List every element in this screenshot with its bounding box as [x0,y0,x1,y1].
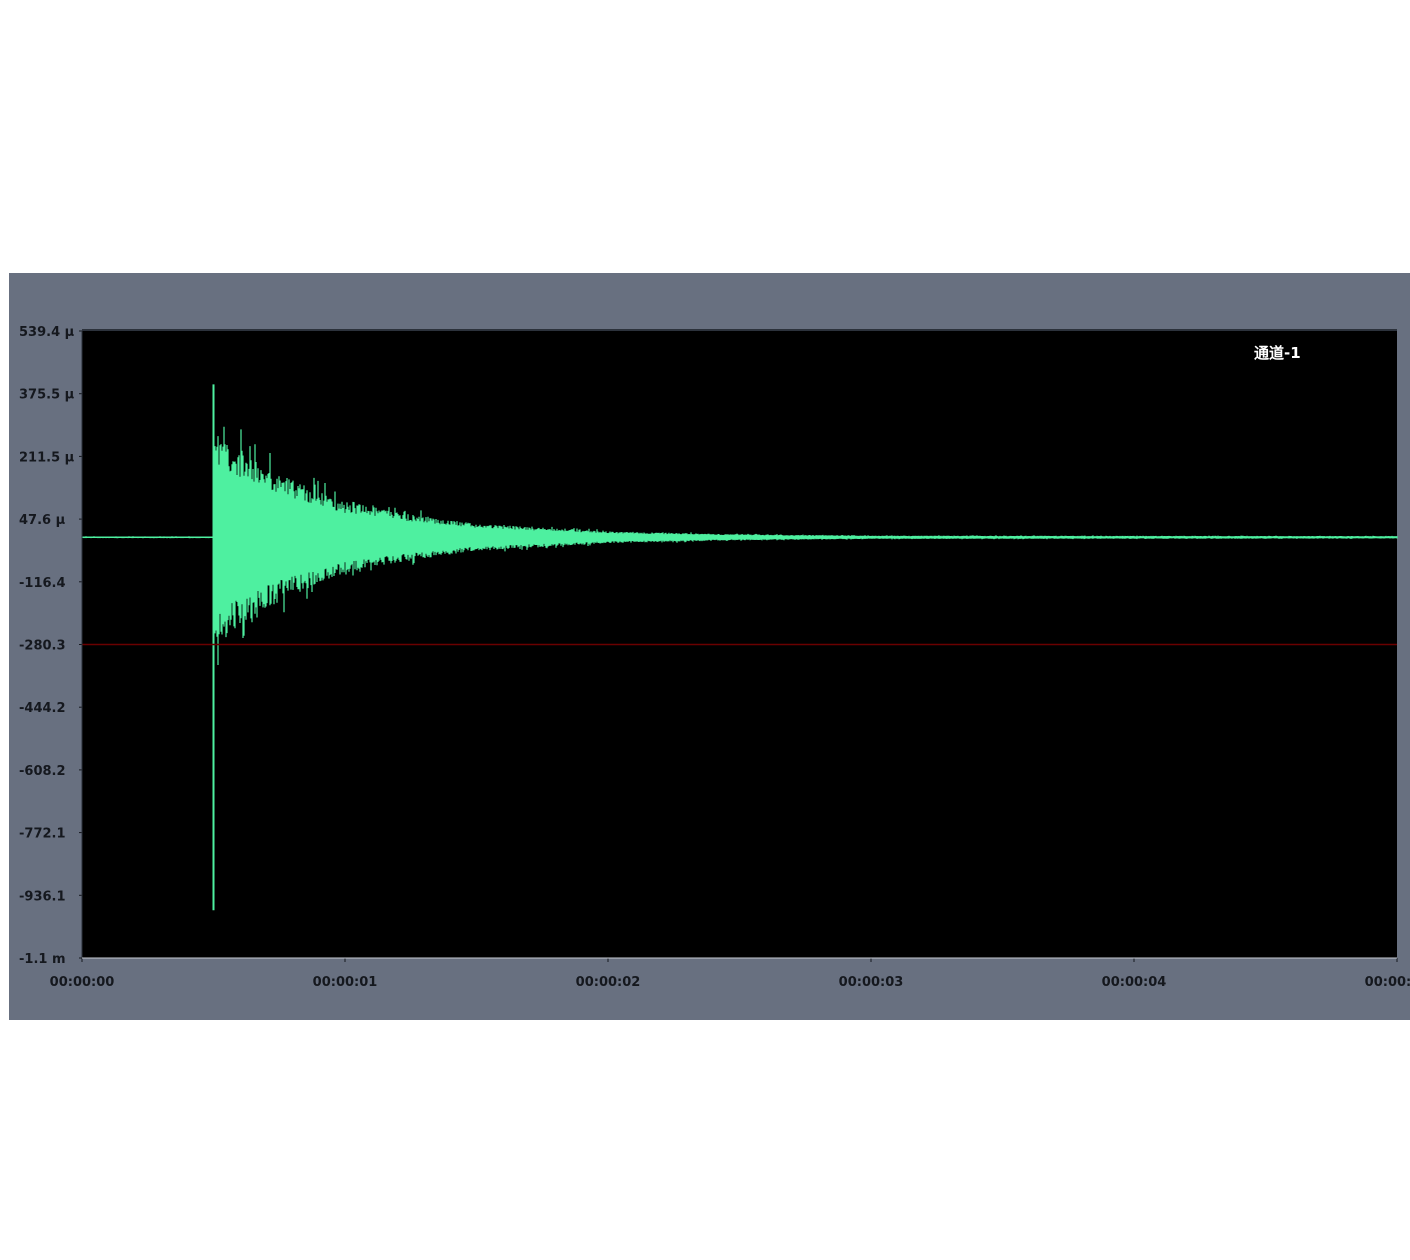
y-tick-label: 375.5 µ [19,388,75,403]
channel-label: 通道-1 [1254,344,1301,362]
y-tick-label: -772.1 [19,827,66,842]
y-tick-label: -1.1 m [19,952,66,967]
y-tick-label: 539.4 µ [19,325,75,340]
x-tick-label: 00:00:05 [1365,975,1410,990]
y-tick-label: 47.6 µ [19,513,66,528]
y-axis: 539.4 µ 375.5 µ 211.5 µ 47.6 µ -116.4 -280.3 -… [19,325,83,967]
x-axis: 00:00:00 00:00:01 00:00:02 00:00:03 00:00:04… [50,957,1410,990]
x-tick-label: 00:00:01 [313,975,378,990]
y-tick-label: -444.2 [19,701,66,716]
waveform-panel: 539.4 µ 375.5 µ 211.5 µ 47.6 µ -116.4 -280.3 -… [9,273,1410,1020]
y-tick-label: -608.2 [19,764,66,779]
y-tick-label: -936.1 [19,889,66,904]
waveform-chart[interactable]: 539.4 µ 375.5 µ 211.5 µ 47.6 µ -116.4 -280.3 -… [9,273,1410,1020]
y-tick-label: -116.4 [19,576,66,591]
x-tick-label: 00:00:04 [1102,975,1167,990]
x-tick-label: 00:00:02 [576,975,641,990]
y-tick-label: -280.3 [19,639,66,654]
x-tick-label: 00:00:03 [839,975,904,990]
x-tick-label: 00:00:00 [50,975,115,990]
y-tick-label: 211.5 µ [19,450,75,465]
